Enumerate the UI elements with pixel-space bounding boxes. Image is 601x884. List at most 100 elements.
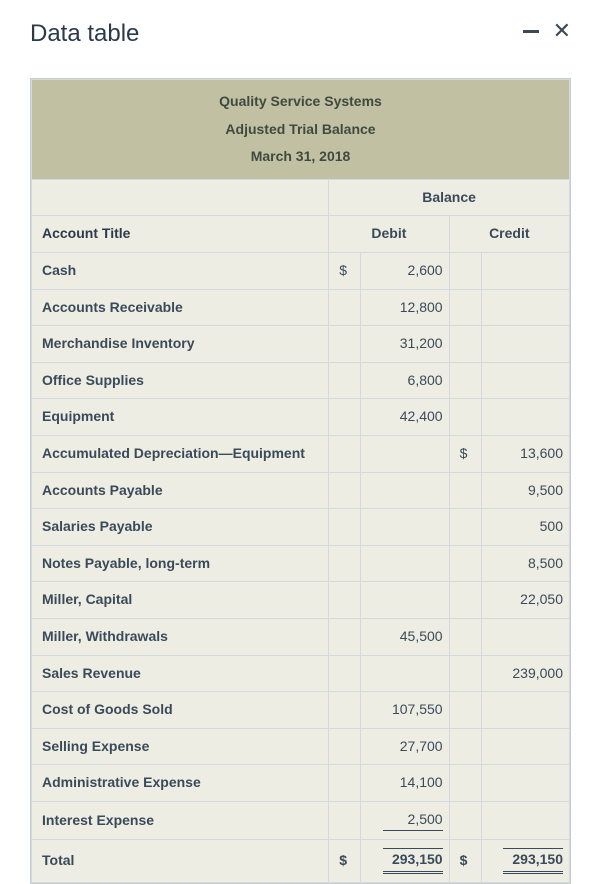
account-name: Office Supplies: [32, 362, 329, 399]
credit-amount: 239,000: [481, 655, 569, 692]
credit-amount: [481, 252, 569, 289]
credit-symbol: [449, 509, 481, 546]
credit-symbol: $: [449, 435, 481, 472]
debit-amount: 107,550: [361, 692, 449, 729]
credit-symbol: [449, 765, 481, 802]
account-name: Interest Expense: [32, 801, 329, 840]
table-row: Cash$2,600: [32, 252, 570, 289]
account-title-header: Account Title: [32, 216, 329, 253]
total-label: Total: [32, 840, 329, 883]
debit-header: Debit: [329, 216, 449, 253]
blank-header: [32, 179, 329, 216]
total-credit-symbol: $: [449, 840, 481, 883]
table-row: Accounts Receivable 12,800: [32, 289, 570, 326]
window-controls: ✕: [523, 20, 571, 42]
debit-symbol: [329, 362, 361, 399]
total-credit-amount: 293,150: [481, 840, 569, 883]
table-row: Sales Revenue 239,000: [32, 655, 570, 692]
account-name: Accumulated Depreciation—Equipment: [32, 435, 329, 472]
table-row: Accounts Payable 9,500: [32, 472, 570, 509]
debit-symbol: [329, 618, 361, 655]
credit-amount: [481, 362, 569, 399]
debit-symbol: [329, 326, 361, 363]
credit-amount: 22,050: [481, 582, 569, 619]
account-name: Accounts Payable: [32, 472, 329, 509]
table-row: Merchandise Inventory31,200: [32, 326, 570, 363]
credit-symbol: [449, 582, 481, 619]
debit-amount: [361, 509, 449, 546]
account-name: Notes Payable, long-term: [32, 545, 329, 582]
close-icon[interactable]: ✕: [553, 20, 571, 42]
debit-symbol: [329, 801, 361, 840]
credit-amount: [481, 399, 569, 436]
debit-symbol: [329, 545, 361, 582]
minimize-icon[interactable]: [523, 30, 539, 33]
debit-symbol: $: [329, 252, 361, 289]
table-row: Cost of Goods Sold107,550: [32, 692, 570, 729]
total-row: Total$293,150$293,150: [32, 840, 570, 883]
table-row: Miller, Capital 22,050: [32, 582, 570, 619]
debit-amount: [361, 545, 449, 582]
debit-symbol: [329, 289, 361, 326]
debit-symbol: [329, 655, 361, 692]
debit-amount: [361, 435, 449, 472]
account-name: Miller, Capital: [32, 582, 329, 619]
debit-symbol: [329, 728, 361, 765]
page-title: Data table: [30, 20, 139, 48]
table-row: Selling Expense 27,700: [32, 728, 570, 765]
debit-symbol: [329, 509, 361, 546]
credit-symbol: [449, 289, 481, 326]
credit-symbol: [449, 545, 481, 582]
total-debit-amount: 293,150: [361, 840, 449, 883]
credit-amount: [481, 618, 569, 655]
trial-balance-table: Quality Service Systems Adjusted Trial B…: [31, 79, 570, 883]
account-name: Accounts Receivable: [32, 289, 329, 326]
debit-amount: 27,700: [361, 728, 449, 765]
debit-symbol: [329, 765, 361, 802]
debit-amount: 2,600: [361, 252, 449, 289]
total-debit-symbol: $: [329, 840, 361, 883]
debit-amount: 2,500: [361, 801, 449, 840]
table-row: Notes Payable, long-term 8,500: [32, 545, 570, 582]
debit-amount: 12,800: [361, 289, 449, 326]
credit-symbol: [449, 655, 481, 692]
debit-amount: [361, 655, 449, 692]
report-header: Quality Service Systems Adjusted Trial B…: [32, 80, 570, 180]
table-row: Salaries Payable 500: [32, 509, 570, 546]
credit-header: Credit: [449, 216, 569, 253]
table-row: Administrative Expense14,100: [32, 765, 570, 802]
debit-amount: 31,200: [361, 326, 449, 363]
debit-amount: [361, 582, 449, 619]
debit-symbol: [329, 435, 361, 472]
account-name: Miller, Withdrawals: [32, 618, 329, 655]
debit-symbol: [329, 472, 361, 509]
table-row: Interest Expense 2,500: [32, 801, 570, 840]
table-row: Accumulated Depreciation—Equipment $13,60…: [32, 435, 570, 472]
account-name: Sales Revenue: [32, 655, 329, 692]
credit-symbol: [449, 362, 481, 399]
credit-amount: [481, 692, 569, 729]
credit-amount: [481, 765, 569, 802]
debit-amount: 42,400: [361, 399, 449, 436]
credit-amount: [481, 326, 569, 363]
credit-symbol: [449, 692, 481, 729]
account-name: Selling Expense: [32, 728, 329, 765]
debit-symbol: [329, 399, 361, 436]
statement-name: Adjusted Trial Balance: [42, 116, 559, 144]
credit-amount: 13,600: [481, 435, 569, 472]
credit-amount: 8,500: [481, 545, 569, 582]
credit-symbol: [449, 728, 481, 765]
account-name: Cash: [32, 252, 329, 289]
credit-amount: 500: [481, 509, 569, 546]
balance-header: Balance: [329, 179, 570, 216]
account-name: Administrative Expense: [32, 765, 329, 802]
account-name: Salaries Payable: [32, 509, 329, 546]
debit-symbol: [329, 582, 361, 619]
credit-symbol: [449, 618, 481, 655]
trial-balance-table-container: Quality Service Systems Adjusted Trial B…: [30, 78, 571, 884]
debit-symbol: [329, 692, 361, 729]
credit-symbol: [449, 252, 481, 289]
credit-amount: 9,500: [481, 472, 569, 509]
table-row: Equipment42,400: [32, 399, 570, 436]
credit-symbol: [449, 399, 481, 436]
